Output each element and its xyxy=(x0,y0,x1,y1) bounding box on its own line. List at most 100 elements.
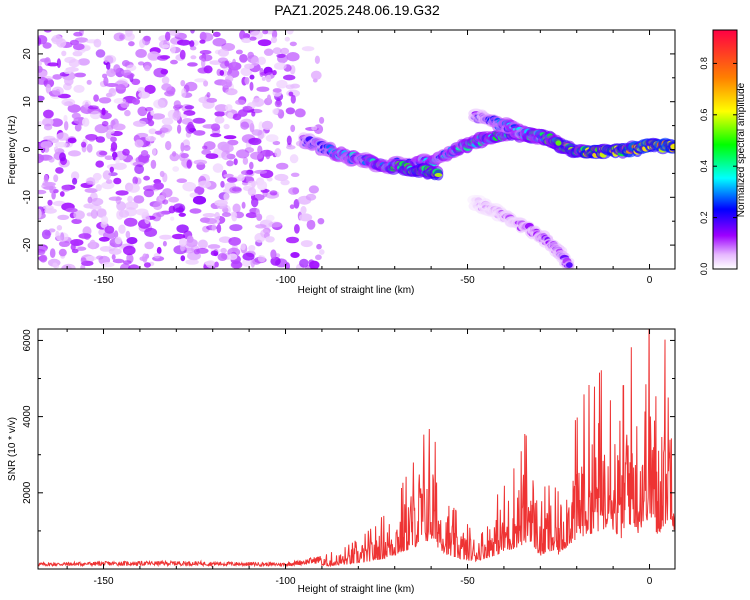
noise-blob xyxy=(214,104,228,112)
noise-blob xyxy=(170,44,176,54)
noise-blob xyxy=(247,187,257,196)
noise-blob xyxy=(235,99,246,105)
x-tick-label: -100 xyxy=(276,576,296,587)
noise-blob xyxy=(286,52,300,62)
noise-blob xyxy=(183,145,191,151)
noise-blob xyxy=(41,229,51,240)
noise-blob xyxy=(249,161,254,170)
noise-blob xyxy=(106,61,111,70)
noise-blob xyxy=(103,54,117,64)
noise-blob xyxy=(193,248,200,255)
y-tick-label: 10 xyxy=(22,96,33,108)
noise-blob xyxy=(229,224,243,232)
noise-blob xyxy=(225,104,233,112)
noise-blob xyxy=(159,234,173,240)
noise-blob xyxy=(98,97,112,104)
noise-blob xyxy=(58,240,71,247)
noise-blob xyxy=(199,54,213,62)
noise-blob xyxy=(190,55,197,60)
noise-blob xyxy=(217,141,230,151)
noise-blob xyxy=(43,123,53,131)
noise-blob xyxy=(59,152,66,162)
noise-blob xyxy=(257,180,268,191)
noise-blob xyxy=(101,181,115,190)
noise-blob xyxy=(249,36,257,41)
noise-blob xyxy=(223,135,237,140)
noise-blob xyxy=(109,166,115,173)
noise-blob xyxy=(118,210,130,218)
noise-blob xyxy=(241,37,252,43)
noise-blob xyxy=(52,74,62,80)
noise-blob xyxy=(217,48,229,57)
noise-blob xyxy=(125,230,131,239)
noise-blob xyxy=(251,111,256,117)
noise-blob xyxy=(156,246,162,255)
noise-blob xyxy=(172,233,186,240)
snr-background xyxy=(38,329,675,569)
noise-blob xyxy=(95,160,104,168)
noise-blob xyxy=(137,87,146,93)
noise-blob xyxy=(297,195,312,205)
colorbar-tick-label: 0.6 xyxy=(699,109,709,122)
noise-blob xyxy=(68,150,81,157)
snr-frame xyxy=(37,328,676,570)
noise-blob xyxy=(289,41,297,47)
noise-blob xyxy=(122,260,132,265)
noise-blob xyxy=(138,91,150,99)
noise-blob xyxy=(154,130,163,135)
noise-blob xyxy=(170,59,178,65)
noise-blob xyxy=(168,196,180,203)
noise-blob xyxy=(225,88,238,96)
noise-blob xyxy=(219,70,225,76)
noise-blob xyxy=(317,218,325,225)
noise-blob xyxy=(158,194,166,201)
noise-blob xyxy=(168,30,180,36)
noise-blob xyxy=(73,210,85,220)
noise-blob xyxy=(270,36,278,44)
noise-blob xyxy=(286,236,299,244)
noise-blob xyxy=(239,30,246,40)
noise-blob xyxy=(38,189,47,195)
noise-blob xyxy=(268,221,283,228)
noise-blob xyxy=(56,132,69,141)
noise-blob xyxy=(314,55,320,64)
noise-blob xyxy=(150,110,155,116)
noise-blob xyxy=(142,253,148,263)
noise-blob xyxy=(42,181,56,187)
noise-blob xyxy=(199,39,206,44)
noise-blob xyxy=(125,30,133,37)
noise-blob xyxy=(151,113,165,120)
noise-blob xyxy=(110,141,118,152)
y-tick-label: 4000 xyxy=(22,405,33,428)
noise-blob xyxy=(228,237,241,246)
noise-blob xyxy=(85,256,97,261)
noise-blob xyxy=(227,112,234,119)
noise-blob xyxy=(48,156,55,163)
noise-blob xyxy=(223,193,230,201)
snr-panel: -150 -100 -50 0 2000 4000 6000 Height of strai… xyxy=(7,328,676,595)
snr-ylabel: SNR (10 * v/v) xyxy=(7,417,18,481)
noise-blob xyxy=(38,248,46,256)
noise-blob xyxy=(310,70,322,81)
noise-blob xyxy=(165,140,172,151)
noise-blob xyxy=(214,212,221,221)
noise-blob xyxy=(47,138,59,144)
x-tick-label: -150 xyxy=(94,576,114,587)
noise-blob xyxy=(173,110,182,119)
noise-blob xyxy=(180,80,186,87)
noise-blob xyxy=(132,176,138,185)
noise-blob xyxy=(143,188,155,198)
noise-blob xyxy=(261,76,266,81)
noise-blob xyxy=(99,112,112,120)
noise-blob xyxy=(223,123,230,130)
noise-blob xyxy=(262,30,269,35)
noise-blob xyxy=(161,76,170,85)
noise-blob xyxy=(265,149,271,160)
noise-blob xyxy=(190,30,195,34)
noise-blob xyxy=(198,180,212,188)
noise-blob xyxy=(133,120,147,127)
noise-blob xyxy=(206,92,211,98)
